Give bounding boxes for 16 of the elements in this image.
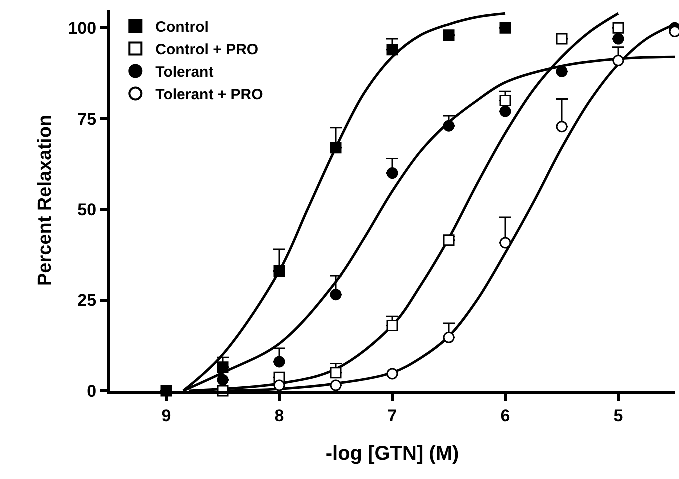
x-tick-label: 6 — [500, 406, 510, 426]
y-tick-label: 0 — [87, 382, 97, 401]
legend-label: Control + PRO — [156, 42, 259, 59]
x-axis-title: -log [GTN] (M) — [326, 442, 460, 465]
x-tick-label: 9 — [162, 406, 172, 426]
x-tick-label: 5 — [614, 406, 624, 426]
legend-label: Control — [156, 19, 209, 36]
x-tick-label: 8 — [274, 406, 284, 426]
y-tick-label: 75 — [78, 110, 97, 129]
legend-label: Tolerant — [156, 64, 214, 82]
y-tick-label: 25 — [78, 291, 97, 310]
y-axis-title: Percent Relaxation — [35, 114, 56, 286]
y-tick-label: 50 — [78, 200, 97, 220]
x-tick-label: 7 — [388, 406, 398, 426]
legend-label: Tolerant + PRO — [156, 86, 264, 104]
y-tick-label: 100 — [68, 19, 97, 38]
